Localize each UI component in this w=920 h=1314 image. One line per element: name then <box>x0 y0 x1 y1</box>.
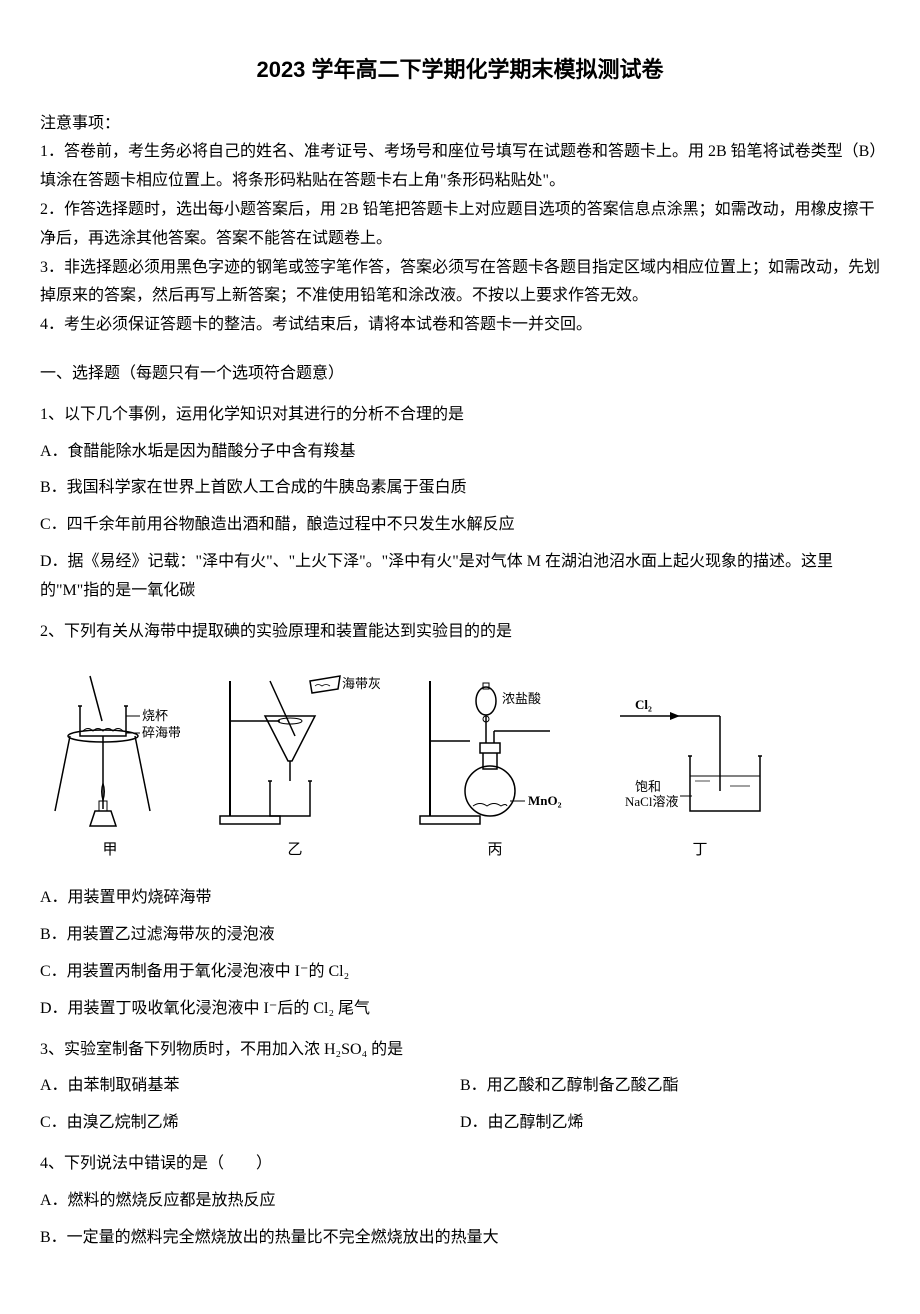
question-3: 3、实验室制备下列物质时，不用加入浓 H₂SO₄ 的是 A．由苯制取硝基苯 B．… <box>40 1036 880 1138</box>
note-2: 2．作答选择题时，选出每小题答案后，用 2B 铅笔把答题卡上对应题目选项的答案信… <box>40 196 880 254</box>
fig-label-yi: 乙 <box>287 837 302 864</box>
fig-label-bing: 丙 <box>487 837 502 864</box>
apparatus-ding-icon: Cl₂ 饱和 NaCl溶液 <box>610 661 790 831</box>
note-1: 1．答卷前，考生务必将自己的姓名、准考证号、考场号和座位号填写在试题卷和答题卡上… <box>40 138 880 196</box>
q3-option-a: A．由苯制取硝基苯 <box>40 1072 460 1101</box>
q1-option-d: D．据《易经》记载："泽中有火"、"上火下泽"。"泽中有火"是对气体 M 在湖泊… <box>40 548 880 606</box>
label-hcl: 浓盐酸 <box>502 691 541 706</box>
q2-option-d: D．用装置丁吸收氧化浸泡液中 I⁻后的 Cl₂ 尾气 <box>40 995 880 1024</box>
q1-option-c: C．四千余年前用谷物酿造出酒和醋，酿造过程中不只发生水解反应 <box>40 511 880 540</box>
apparatus-bing-icon: 浓盐酸 MnO₂ <box>410 661 580 831</box>
note-3: 3．非选择题必须用黑色字迹的钢笔或签字笔作答，答案必须写在答题卡各题目指定区域内… <box>40 254 880 312</box>
figure-ding: Cl₂ 饱和 NaCl溶液 丁 <box>610 661 790 864</box>
q1-option-b: B．我国科学家在世界上首欧人工合成的牛胰岛素属于蛋白质 <box>40 474 880 503</box>
q2-stem: 2、下列有关从海带中提取碘的实验原理和装置能达到实验目的的是 <box>40 618 880 647</box>
note-4: 4．考生必须保证答题卡的整洁。考试结束后，请将本试卷和答题卡一并交回。 <box>40 311 880 340</box>
q3-stem: 3、实验室制备下列物质时，不用加入浓 H₂SO₄ 的是 <box>40 1036 880 1065</box>
apparatus-jia-icon: 烧杯 碎海带 <box>40 661 180 831</box>
label-cl2: Cl₂ <box>635 697 652 712</box>
figure-yi: 海带灰 乙 <box>210 661 380 864</box>
page-title: 2023 学年高二下学期化学期末模拟测试卷 <box>40 50 880 90</box>
q3-option-b: B．用乙酸和乙醇制备乙酸乙酯 <box>460 1072 880 1101</box>
notes-header: 注意事项： <box>40 110 880 139</box>
label-kelp: 碎海带 <box>142 725 180 740</box>
q2-option-a: A．用装置甲灼烧碎海带 <box>40 884 880 913</box>
label-nacl-1: 饱和 <box>635 779 661 794</box>
q3-option-d: D．由乙醇制乙烯 <box>460 1109 880 1138</box>
question-1: 1、以下几个事例，运用化学知识对其进行的分析不合理的是 A．食醋能除水垢是因为醋… <box>40 401 880 606</box>
q4-stem: 4、下列说法中错误的是（ ） <box>40 1150 880 1179</box>
q4-option-b: B．一定量的燃料完全燃烧放出的热量比不完全燃烧放出的热量大 <box>40 1224 880 1253</box>
q3-option-c: C．由溴乙烷制乙烯 <box>40 1109 460 1138</box>
question-2: 2、下列有关从海带中提取碘的实验原理和装置能达到实验目的的是 <box>40 618 880 1024</box>
q1-stem: 1、以下几个事例，运用化学知识对其进行的分析不合理的是 <box>40 401 880 430</box>
figure-jia: 烧杯 碎海带 甲 <box>40 661 180 864</box>
q2-option-c: C．用装置丙制备用于氧化浸泡液中 I⁻的 Cl₂ <box>40 958 880 987</box>
fig-label-ding: 丁 <box>692 837 707 864</box>
q2-option-b: B．用装置乙过滤海带灰的浸泡液 <box>40 921 880 950</box>
label-mno2: MnO₂ <box>528 793 562 808</box>
q2-figures: 烧杯 碎海带 甲 海带灰 <box>40 661 880 864</box>
figure-bing: 浓盐酸 MnO₂ 丙 <box>410 661 580 864</box>
label-nacl-2: NaCl溶液 <box>625 794 678 809</box>
apparatus-yi-icon: 海带灰 <box>210 661 380 831</box>
q1-option-a: A．食醋能除水垢是因为醋酸分子中含有羧基 <box>40 438 880 467</box>
label-beaker: 烧杯 <box>142 708 168 723</box>
question-4: 4、下列说法中错误的是（ ） A．燃料的燃烧反应都是放热反应 B．一定量的燃料完… <box>40 1150 880 1252</box>
fig-label-jia: 甲 <box>102 837 117 864</box>
q4-option-a: A．燃料的燃烧反应都是放热反应 <box>40 1187 880 1216</box>
label-ash: 海带灰 <box>342 676 380 691</box>
section-1-heading: 一、选择题（每题只有一个选项符合题意） <box>40 360 880 389</box>
